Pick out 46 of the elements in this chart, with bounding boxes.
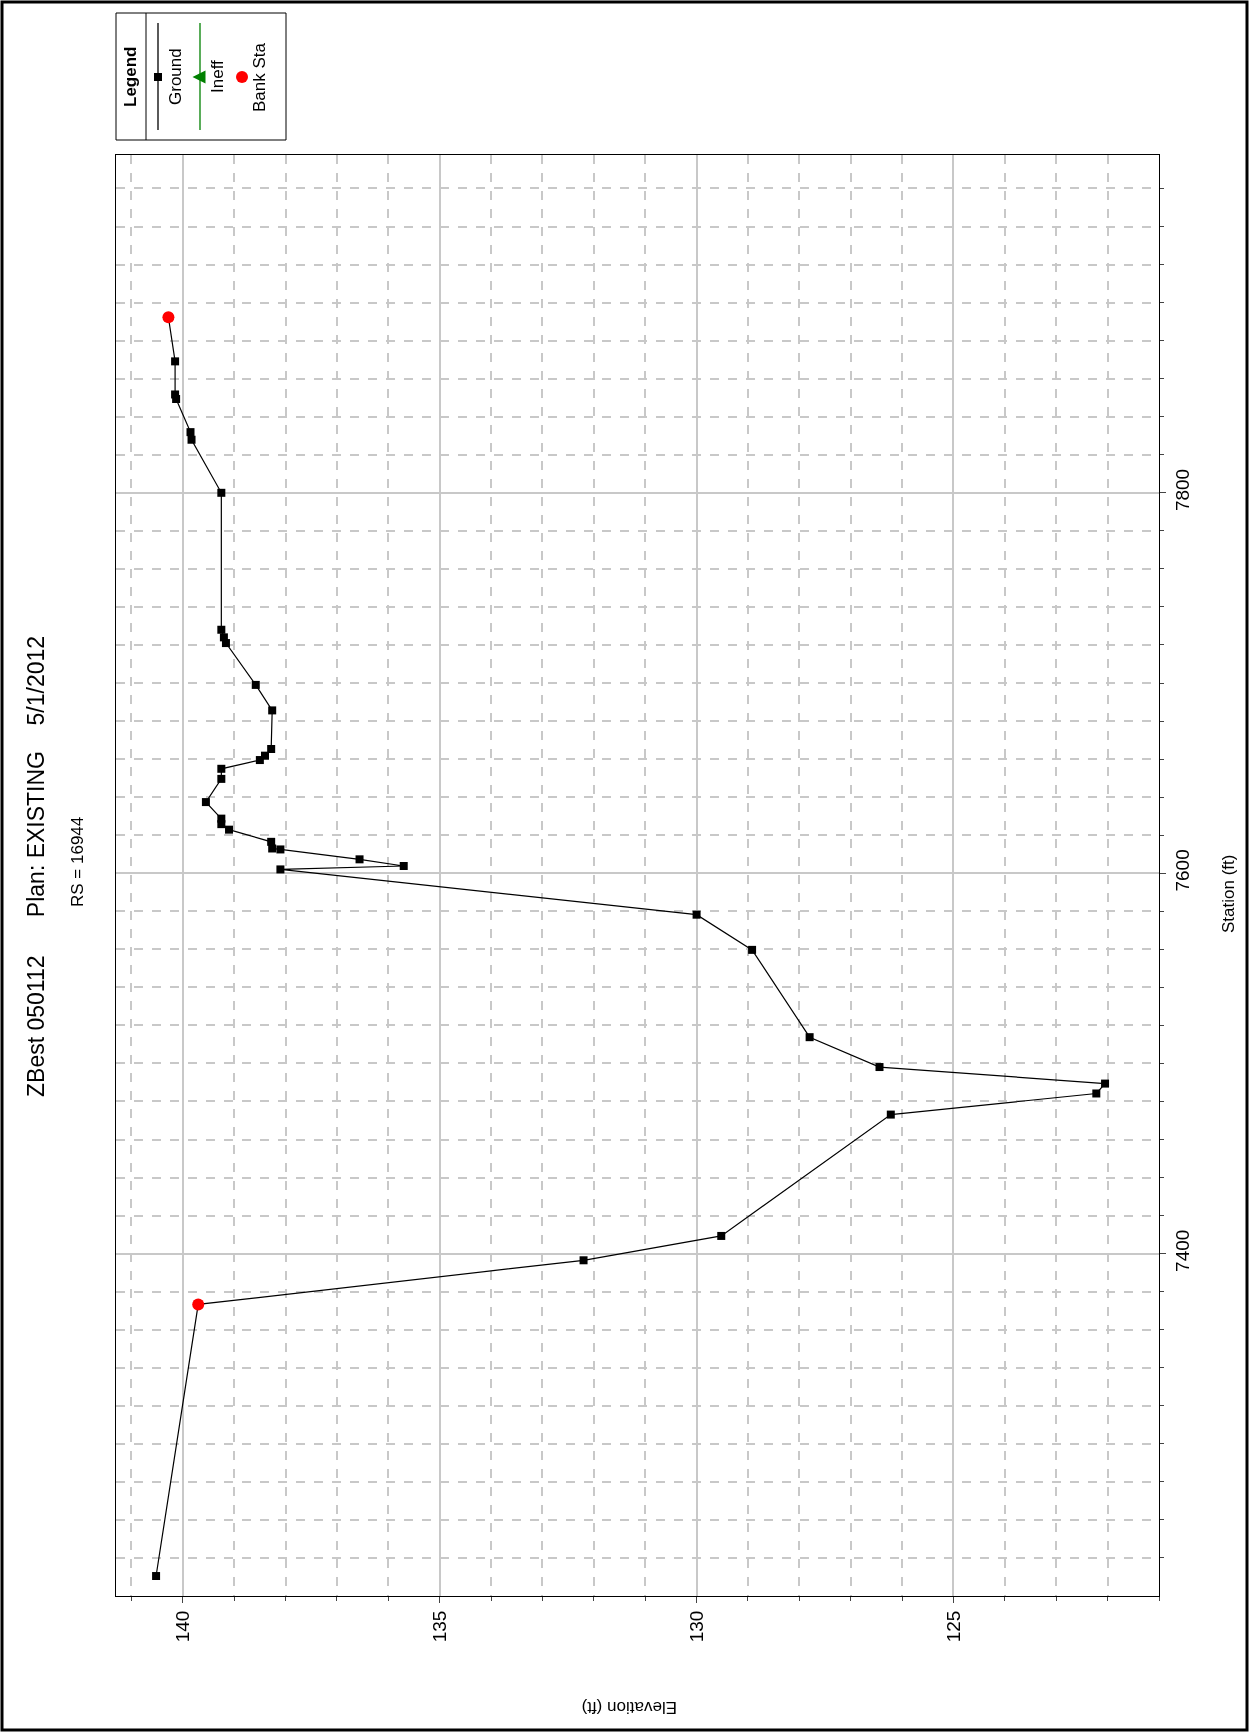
point [748, 945, 757, 954]
point [267, 745, 276, 754]
text: ZBest 050112 Plan: EXISTING 5/1/2012 [23, 635, 49, 1097]
point [261, 751, 269, 760]
point [187, 435, 196, 444]
point [1092, 1089, 1101, 1098]
legend-label: Bank Sta [250, 42, 269, 112]
point [276, 865, 285, 874]
point [268, 706, 277, 715]
x-tick-label: 140 [171, 1610, 193, 1643]
point [1101, 1079, 1110, 1088]
point [875, 1063, 884, 1072]
y-tick-label: 7400 [1171, 1229, 1193, 1272]
point [355, 855, 364, 864]
y-axis-title: Station (ft) [1219, 854, 1238, 933]
point [251, 680, 260, 689]
point [201, 798, 210, 807]
legend-label: Ineff [208, 59, 227, 93]
point [717, 1231, 726, 1240]
point [805, 1033, 814, 1042]
point [186, 428, 195, 437]
point [217, 814, 226, 823]
point [399, 861, 408, 870]
point [171, 357, 180, 366]
y-tick-label: 7800 [1171, 468, 1193, 512]
text: RS = 16944 [68, 816, 87, 907]
point [217, 488, 226, 497]
point [171, 390, 180, 399]
point [217, 774, 226, 783]
point [276, 845, 285, 854]
point [152, 1572, 161, 1581]
point [219, 633, 228, 642]
x-tick-label: 130 [685, 1610, 707, 1643]
legend-title: Legend [121, 46, 140, 107]
x-tick-label: 135 [428, 1610, 450, 1643]
point [267, 837, 276, 846]
point [217, 625, 226, 634]
point [886, 1110, 895, 1119]
point [579, 1256, 588, 1265]
legend-label: Ground [166, 48, 185, 105]
x-tick-label: 125 [942, 1610, 964, 1643]
x-axis-title: Elevation (ft) [581, 1698, 677, 1717]
y-tick-label: 7600 [1171, 849, 1193, 892]
point [692, 910, 701, 919]
point [217, 764, 226, 773]
point [225, 825, 234, 834]
